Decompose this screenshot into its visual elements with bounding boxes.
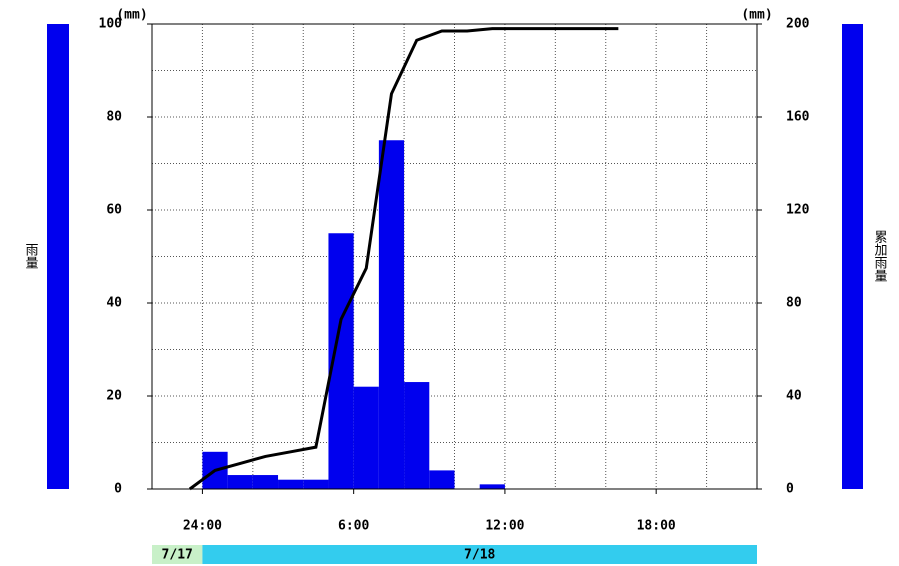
- y-label: 雨量: [23, 243, 39, 269]
- y-tick-label: 60: [106, 203, 122, 218]
- x-tick-label: 12:00: [485, 519, 524, 534]
- y-tick-label: 0: [114, 482, 122, 497]
- plot-frame: [151, 23, 758, 490]
- y2-tick-label: 200: [786, 17, 810, 32]
- x-tick-label: 18:00: [637, 519, 676, 534]
- bar: [479, 484, 505, 489]
- y2-label: 累加雨量: [872, 230, 888, 282]
- y-tick-label: 40: [106, 296, 122, 311]
- x-tick-label: 24:00: [183, 519, 222, 534]
- y2-tick-label: 40: [786, 389, 802, 404]
- y2-tick-label: 160: [786, 110, 810, 125]
- right-axis-band: [842, 24, 863, 489]
- y-tick-label: 100: [99, 17, 123, 32]
- bar: [227, 475, 253, 489]
- y-unit: (mm): [116, 8, 147, 23]
- left-axis-band: [47, 24, 69, 489]
- y2-tick-label: 120: [786, 203, 810, 218]
- bar: [278, 479, 304, 489]
- y-tick-label: 20: [106, 389, 122, 404]
- date-label: 7/17: [162, 548, 193, 563]
- date-band: [152, 545, 203, 564]
- bar: [404, 382, 430, 489]
- y2-tick-label: 0: [786, 482, 794, 497]
- y2-unit: (mm): [741, 8, 772, 23]
- bar: [252, 475, 279, 489]
- date-band: [202, 545, 757, 564]
- y-tick-label: 80: [106, 110, 122, 125]
- bar: [429, 470, 455, 489]
- date-label: 7/18: [464, 548, 495, 563]
- bar: [353, 386, 379, 489]
- y2-tick-label: 80: [786, 296, 802, 311]
- cumulative-line: [188, 27, 619, 491]
- bar: [378, 140, 405, 489]
- bar: [303, 479, 329, 489]
- x-tick-label: 6:00: [338, 519, 369, 534]
